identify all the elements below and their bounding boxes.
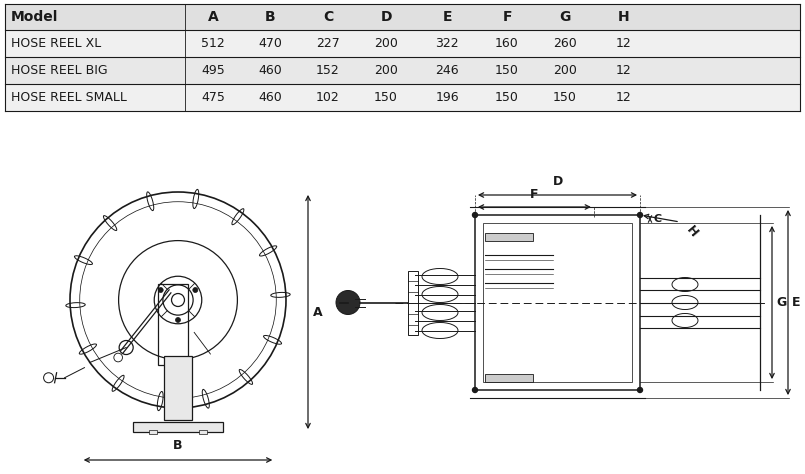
Text: HOSE REEL SMALL: HOSE REEL SMALL	[11, 91, 127, 104]
Bar	[149, 430, 157, 434]
Bar	[485, 374, 533, 382]
Bar	[408, 271, 418, 335]
Circle shape	[638, 388, 642, 392]
Text: B: B	[173, 439, 183, 452]
Text: F: F	[530, 188, 539, 201]
Text: E: E	[442, 10, 452, 24]
Text: 322: 322	[436, 37, 459, 50]
Text: D: D	[380, 10, 392, 24]
Bar	[5, 4, 800, 30]
Text: 260: 260	[553, 37, 577, 50]
Text: 150: 150	[374, 91, 398, 104]
Bar	[164, 356, 192, 420]
Text: 160: 160	[495, 37, 519, 50]
Circle shape	[473, 388, 477, 392]
Circle shape	[175, 318, 180, 322]
Circle shape	[193, 288, 198, 292]
Circle shape	[473, 212, 477, 218]
Text: 495: 495	[201, 64, 225, 77]
Bar	[199, 430, 207, 434]
Text: 470: 470	[258, 37, 282, 50]
Circle shape	[638, 212, 642, 218]
Text: 246: 246	[436, 64, 459, 77]
Bar	[158, 284, 188, 365]
Text: D: D	[552, 175, 563, 188]
Text: A: A	[313, 306, 323, 319]
Text: 196: 196	[436, 91, 459, 104]
Text: 475: 475	[201, 91, 225, 104]
Bar	[485, 233, 533, 241]
Circle shape	[159, 288, 163, 292]
Bar	[133, 422, 223, 432]
Bar	[5, 30, 800, 57]
Text: 460: 460	[258, 91, 282, 104]
Bar	[475, 215, 640, 390]
Text: F: F	[502, 10, 512, 24]
Bar	[5, 57, 800, 84]
Text: 152: 152	[316, 64, 340, 77]
Text: 12: 12	[616, 37, 632, 50]
Text: HOSE REEL XL: HOSE REEL XL	[11, 37, 101, 50]
Text: H: H	[684, 224, 700, 240]
Text: E: E	[792, 296, 800, 309]
Text: 12: 12	[616, 91, 632, 104]
Text: Model: Model	[11, 10, 59, 24]
Bar	[5, 84, 800, 111]
Text: 150: 150	[553, 91, 577, 104]
Text: 12: 12	[616, 64, 632, 77]
Text: C: C	[323, 10, 333, 24]
Text: 227: 227	[316, 37, 340, 50]
Text: 150: 150	[495, 91, 519, 104]
Text: HOSE REEL BIG: HOSE REEL BIG	[11, 64, 108, 77]
Text: G: G	[559, 10, 571, 24]
Text: 150: 150	[495, 64, 519, 77]
Text: 200: 200	[374, 37, 398, 50]
Text: H: H	[618, 10, 630, 24]
Bar	[483, 223, 632, 382]
Text: 200: 200	[374, 64, 398, 77]
Text: G: G	[776, 296, 786, 309]
Text: 460: 460	[258, 64, 282, 77]
Text: C: C	[653, 214, 661, 224]
Text: 512: 512	[201, 37, 225, 50]
Text: B: B	[265, 10, 275, 24]
Text: A: A	[208, 10, 218, 24]
Text: 200: 200	[553, 64, 577, 77]
Circle shape	[336, 291, 360, 315]
Text: 102: 102	[316, 91, 340, 104]
